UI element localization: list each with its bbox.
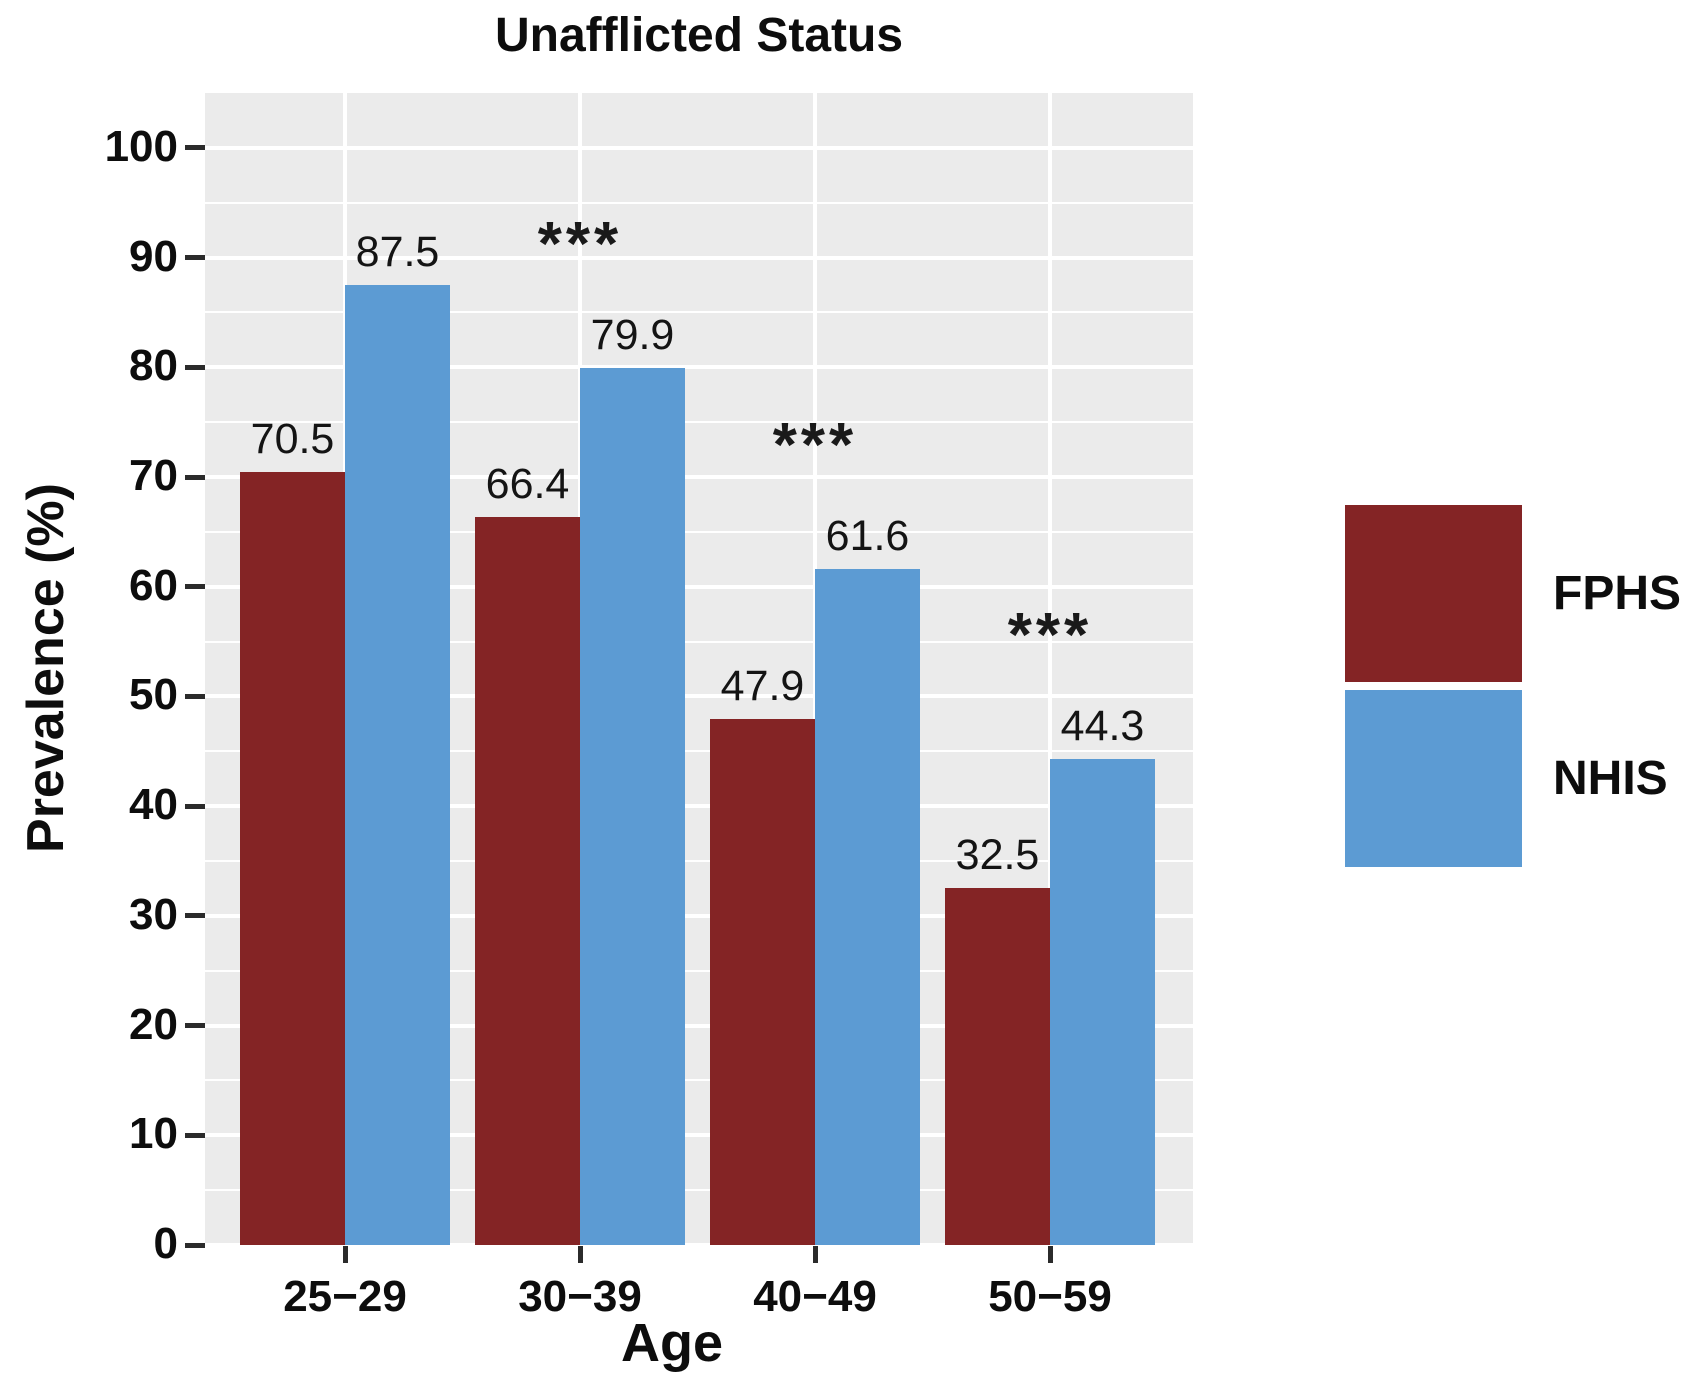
x-axis-tick-label: 40−49 — [753, 1272, 877, 1321]
y-axis-tick-label: 90 — [129, 231, 178, 281]
minor-gridline — [205, 1189, 1193, 1192]
minor-gridline — [205, 1079, 1193, 1082]
y-axis-tick — [185, 913, 205, 919]
major-gridline — [205, 255, 1193, 260]
vertical-gridline — [1048, 93, 1052, 1245]
y-axis-tick — [185, 145, 205, 151]
bar-value-label: 70.5 — [250, 414, 335, 463]
minor-gridline — [205, 311, 1193, 314]
legend-label-fphs: FPHS — [1553, 567, 1682, 620]
y-axis-tick-label: 20 — [129, 999, 178, 1049]
minor-gridline — [205, 969, 1193, 972]
y-axis-tick — [185, 1023, 205, 1029]
major-gridline — [205, 475, 1193, 479]
minor-gridline — [205, 530, 1193, 533]
y-axis-tick — [185, 255, 205, 261]
bar-nhis-0 — [345, 285, 450, 1245]
major-gridline — [205, 145, 1193, 150]
bar-nhis-1 — [580, 368, 685, 1245]
major-gridline — [205, 1023, 1193, 1028]
significance-marker: *** — [537, 210, 623, 280]
x-axis-tick — [577, 1246, 583, 1263]
y-axis-tick — [185, 1132, 205, 1138]
major-gridline — [205, 913, 1193, 918]
minor-gridline — [205, 640, 1193, 643]
bar-value-label: 61.6 — [825, 512, 910, 561]
y-axis-tick — [185, 364, 205, 370]
significance-marker: *** — [1007, 600, 1093, 670]
legend-label-nhis: NHIS — [1553, 752, 1668, 805]
x-axis-tick-label: 50−59 — [988, 1272, 1112, 1321]
y-axis-tick-label: 0 — [153, 1219, 178, 1268]
y-axis-tick — [185, 584, 205, 590]
y-axis-tick-label: 10 — [129, 1109, 178, 1159]
minor-gridline — [205, 421, 1193, 424]
major-gridline — [205, 694, 1193, 699]
minor-gridline — [205, 860, 1193, 862]
y-axis-tick — [185, 693, 205, 699]
major-gridline — [205, 1133, 1193, 1138]
chart-title: Unafflicted Status — [494, 9, 904, 62]
major-gridline — [205, 1243, 1193, 1245]
y-axis-tick — [185, 474, 205, 480]
major-gridline — [205, 804, 1193, 809]
major-gridline — [205, 365, 1193, 370]
y-axis-tick-label: 60 — [129, 560, 178, 610]
significance-marker: *** — [772, 411, 858, 481]
x-axis-title: Age — [620, 1313, 724, 1373]
x-axis-tick — [1047, 1246, 1053, 1263]
bar-fphs-0 — [240, 471, 345, 1245]
bar-fphs-1 — [475, 516, 580, 1245]
bar-fphs-2 — [710, 719, 815, 1245]
minor-gridline — [205, 201, 1193, 204]
x-axis-tick-label: 30−39 — [518, 1272, 642, 1321]
bar-value-label: 66.4 — [485, 459, 570, 508]
bar-value-label: 47.9 — [720, 662, 805, 711]
bar-value-label: 79.9 — [590, 311, 675, 360]
x-axis-tick — [812, 1246, 818, 1263]
x-axis-tick — [342, 1246, 348, 1263]
bar-nhis-2 — [815, 569, 920, 1245]
bar-value-label: 87.5 — [355, 228, 440, 276]
bar-value-label: 32.5 — [955, 831, 1040, 880]
legend-swatch-nhis — [1345, 690, 1522, 867]
y-axis-tick — [185, 803, 205, 809]
y-axis-tick-label: 80 — [129, 341, 178, 391]
y-axis-tick-label: 40 — [129, 780, 178, 830]
y-axis-tick-label: 100 — [104, 121, 178, 171]
bar-fphs-3 — [945, 888, 1050, 1245]
y-axis-tick-label: 50 — [129, 670, 178, 720]
minor-gridline — [205, 750, 1193, 753]
y-axis-tick-label: 70 — [129, 451, 178, 500]
major-gridline — [205, 584, 1193, 589]
y-axis-tick — [185, 1242, 205, 1248]
x-axis-tick-label: 25−29 — [283, 1272, 407, 1321]
bar-nhis-3 — [1050, 758, 1155, 1245]
legend-swatch-fphs — [1345, 505, 1522, 682]
plot-panel: 70.5 87.5 66.4 79.9 47.9 61.6 32.5 44.3 *** *** **… — [205, 93, 1193, 1245]
bar-value-label: 44.3 — [1060, 701, 1145, 750]
y-axis-tick-label: 30 — [129, 889, 178, 939]
